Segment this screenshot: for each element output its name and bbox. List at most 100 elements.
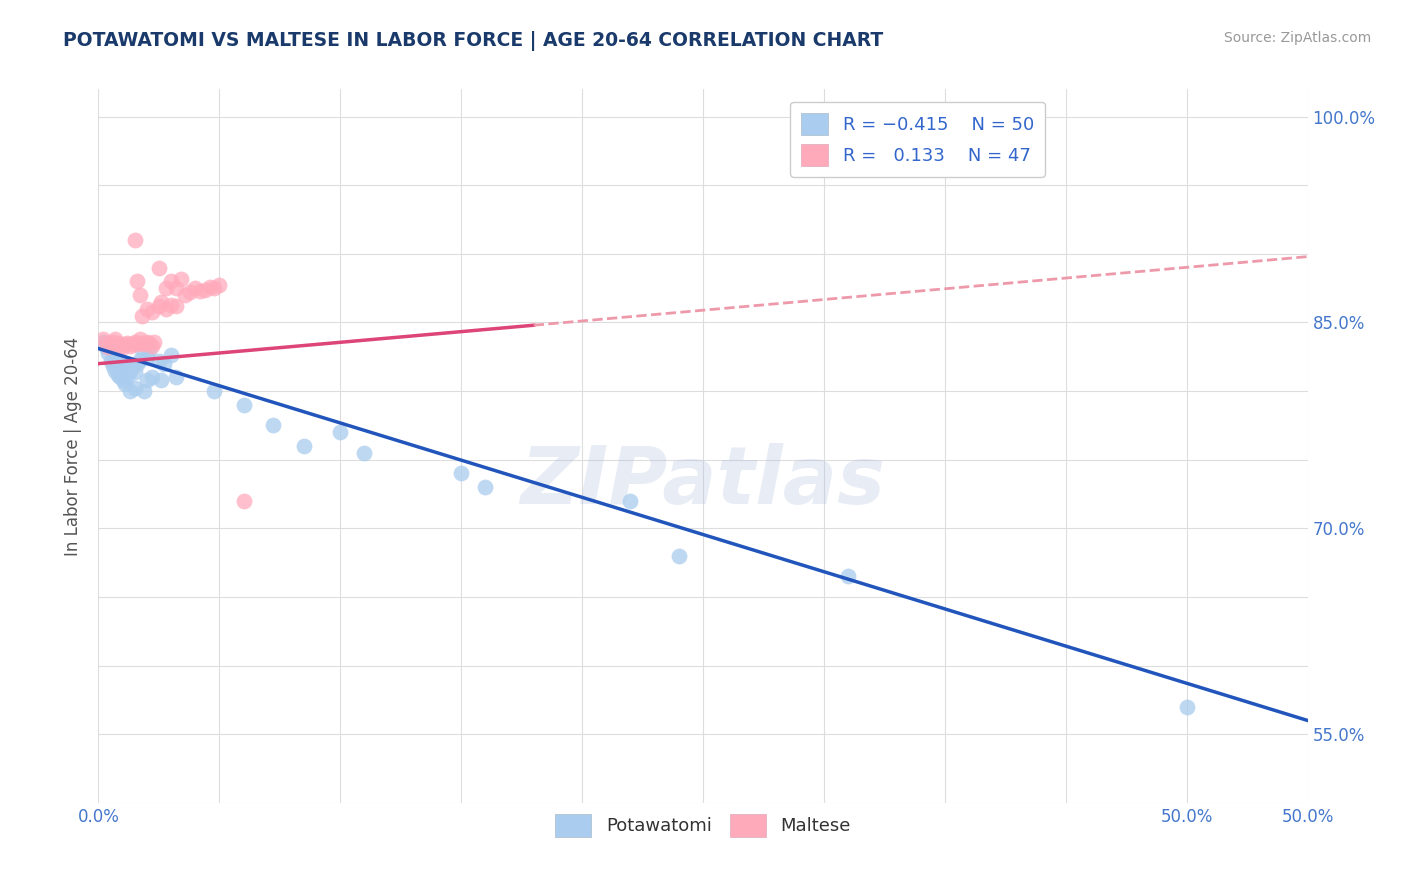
- Point: [94, 336, 117, 351]
- Point: [141, 339, 163, 353]
- Point: [108, 370, 131, 384]
- Point: [135, 373, 157, 387]
- Point: [111, 373, 134, 387]
- Point: [148, 260, 170, 275]
- Point: [100, 354, 122, 368]
- Point: [127, 337, 149, 351]
- Point: [160, 298, 183, 312]
- Point: [619, 494, 641, 508]
- Point: [111, 340, 134, 354]
- Point: [107, 368, 129, 382]
- Point: [143, 334, 166, 349]
- Point: [124, 233, 146, 247]
- Point: [101, 343, 124, 357]
- Point: [188, 284, 211, 298]
- Point: [111, 359, 134, 374]
- Point: [128, 332, 150, 346]
- Point: [155, 301, 177, 316]
- Point: [174, 288, 197, 302]
- Point: [204, 384, 226, 398]
- Point: [131, 343, 153, 357]
- Point: [292, 439, 315, 453]
- Point: [155, 281, 177, 295]
- Point: [262, 418, 284, 433]
- Point: [148, 354, 170, 368]
- Point: [104, 350, 127, 364]
- Point: [152, 357, 174, 371]
- Point: [1175, 699, 1198, 714]
- Point: [131, 336, 153, 351]
- Point: [150, 373, 173, 387]
- Point: [114, 377, 136, 392]
- Point: [138, 343, 160, 357]
- Point: [117, 336, 139, 351]
- Point: [101, 359, 124, 374]
- Point: [97, 340, 120, 354]
- Point: [184, 281, 207, 295]
- Point: [179, 285, 201, 300]
- Point: [124, 381, 146, 395]
- Point: [91, 334, 114, 349]
- Point: [114, 363, 136, 377]
- Point: [117, 370, 139, 384]
- Point: [127, 357, 149, 371]
- Point: [100, 337, 122, 351]
- Point: [474, 480, 496, 494]
- Y-axis label: In Labor Force | Age 20-64: In Labor Force | Age 20-64: [65, 336, 83, 556]
- Point: [118, 339, 141, 353]
- Point: [97, 345, 120, 359]
- Point: [124, 365, 146, 379]
- Point: [121, 337, 143, 351]
- Point: [165, 281, 187, 295]
- Point: [118, 384, 141, 398]
- Point: [208, 278, 231, 293]
- Point: [108, 339, 131, 353]
- Point: [135, 334, 157, 349]
- Point: [107, 352, 129, 367]
- Point: [135, 350, 157, 364]
- Point: [118, 363, 141, 377]
- Point: [150, 294, 173, 309]
- Point: [138, 336, 160, 351]
- Point: [117, 357, 139, 371]
- Point: [101, 334, 124, 349]
- Point: [160, 274, 183, 288]
- Point: [141, 370, 163, 384]
- Point: [94, 340, 117, 354]
- Point: [104, 332, 127, 346]
- Point: [108, 357, 131, 371]
- Point: [91, 332, 114, 346]
- Point: [668, 549, 690, 563]
- Point: [194, 283, 217, 297]
- Point: [128, 352, 150, 367]
- Legend: Potawatomi, Maltese: Potawatomi, Maltese: [548, 807, 858, 844]
- Point: [135, 301, 157, 316]
- Point: [134, 337, 156, 351]
- Point: [353, 446, 375, 460]
- Point: [165, 299, 187, 313]
- Point: [204, 281, 226, 295]
- Point: [107, 336, 129, 351]
- Point: [131, 309, 153, 323]
- Point: [124, 334, 146, 349]
- Point: [232, 494, 254, 508]
- Text: Source: ZipAtlas.com: Source: ZipAtlas.com: [1223, 31, 1371, 45]
- Point: [128, 288, 150, 302]
- Point: [114, 337, 136, 351]
- Point: [329, 425, 352, 440]
- Point: [837, 569, 859, 583]
- Point: [97, 336, 120, 351]
- Point: [450, 467, 472, 481]
- Point: [160, 348, 183, 362]
- Point: [121, 359, 143, 374]
- Point: [165, 370, 187, 384]
- Point: [134, 384, 156, 398]
- Point: [198, 280, 221, 294]
- Point: [232, 398, 254, 412]
- Text: POTAWATOMI VS MALTESE IN LABOR FORCE | AGE 20-64 CORRELATION CHART: POTAWATOMI VS MALTESE IN LABOR FORCE | A…: [63, 31, 883, 51]
- Point: [127, 274, 149, 288]
- Point: [148, 299, 170, 313]
- Point: [169, 271, 191, 285]
- Point: [104, 363, 127, 377]
- Point: [100, 337, 122, 351]
